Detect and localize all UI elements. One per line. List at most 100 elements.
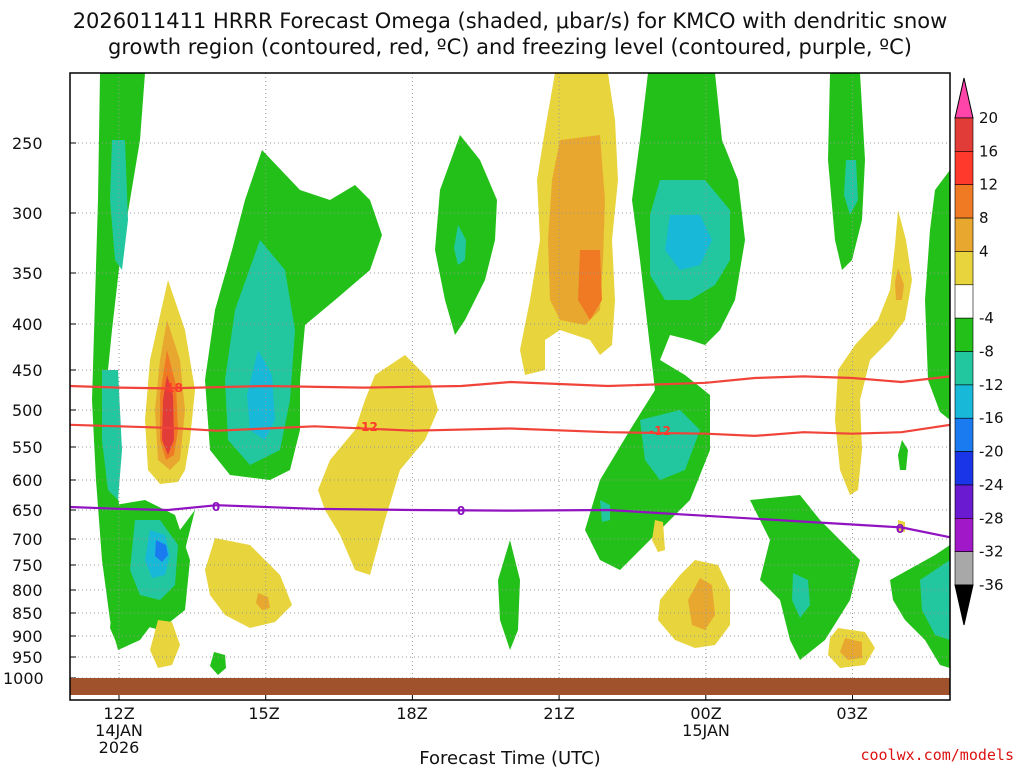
colorbar: 20 16 12 8 4 -4 -8 -12 -16 -20 -24 -28 -32 -36 [954, 77, 1004, 626]
freezing-level-label: 0 [212, 500, 220, 514]
freezing-level-label-b: 0 [457, 504, 465, 518]
omega-shading [92, 73, 950, 675]
y-tick-label: 800 [12, 581, 43, 600]
colorbar-swatch [954, 417, 974, 452]
colorbar-swatch [954, 184, 974, 219]
omega-region [102, 370, 122, 500]
isotherm-label-minus12: -12 [356, 420, 378, 434]
x-tick-label: 21Z [543, 704, 574, 723]
x-tick-label: 03Z [836, 704, 867, 723]
colorbar-label: -36 [979, 576, 1004, 594]
omega-region [498, 540, 520, 650]
omega-region [688, 578, 715, 630]
colorbar-swatch [954, 484, 974, 519]
grid-lines [70, 73, 950, 700]
omega-region [150, 620, 180, 668]
colorbar-swatch [954, 451, 974, 486]
omega-region [840, 638, 862, 660]
y-tick-label: 300 [12, 204, 43, 223]
omega-region [920, 560, 950, 640]
colorbar-label: 8 [979, 209, 989, 227]
y-tick-label: 650 [12, 501, 43, 520]
y-axis: 250 300 350 400 450 500 550 600 650 700 … [3, 134, 44, 688]
omega-region [435, 135, 497, 335]
colorbar-label: 20 [979, 109, 998, 127]
colorbar-label: 16 [979, 142, 998, 160]
colorbar-swatch [954, 384, 974, 419]
omega-region [898, 440, 908, 470]
y-tick-label: 950 [12, 648, 43, 667]
colorbar-label: -24 [979, 476, 1004, 494]
omega-region [578, 250, 602, 320]
omega-region [256, 593, 270, 610]
omega-region [925, 170, 950, 420]
omega-region [898, 520, 905, 532]
y-tick-label: 750 [12, 556, 43, 575]
isotherm-minus18-line [70, 375, 951, 390]
omega-region [665, 215, 712, 270]
colorbar-swatch [954, 117, 974, 152]
omega-region [225, 240, 295, 465]
x-tick-label: 00Z [690, 704, 721, 723]
x-tick-sublabel: 2026 [99, 738, 140, 757]
chart-title-line-1: 2026011411 HRRR Forecast Omega (shaded, … [73, 9, 948, 33]
y-tick-label: 450 [12, 361, 43, 380]
colorbar-swatch [954, 151, 974, 186]
omega-region [162, 375, 174, 455]
y-tick-label: 600 [12, 471, 43, 490]
omega-region [640, 410, 700, 480]
isotherm-minus12-line [70, 423, 951, 438]
y-tick-label: 500 [12, 401, 43, 420]
omega-region [205, 538, 292, 628]
freezing-level-label-c: 0 [896, 522, 904, 536]
omega-region [247, 350, 275, 440]
contour-lines [70, 375, 951, 539]
y-tick-label: 900 [12, 627, 43, 646]
x-tick-label: 12Z [103, 704, 134, 723]
x-tick-label: 18Z [396, 704, 427, 723]
colorbar-swatch [954, 351, 974, 386]
chart-title-line-2: growth region (contoured, red, ºC) and f… [108, 35, 912, 59]
y-tick-label: 850 [12, 604, 43, 623]
colorbar-label: 12 [979, 176, 998, 194]
omega-region [895, 268, 904, 300]
colorbar-label: -4 [979, 309, 994, 327]
colorbar-label: -20 [979, 443, 1004, 461]
omega-region [155, 540, 168, 562]
omega-region [844, 160, 858, 215]
x-tick-sublabel: 14JAN [95, 721, 143, 740]
omega-region [652, 520, 665, 552]
y-tick-label: 250 [12, 134, 43, 153]
omega-region [792, 573, 810, 618]
y-tick-label: 350 [12, 264, 43, 283]
x-axis: 12Z 14JAN 2026 15Z 18Z 21Z 00Z 15JAN 03Z [95, 704, 868, 757]
colorbar-swatch [954, 251, 974, 286]
y-tick-label: 400 [12, 315, 43, 334]
y-tick-label: 700 [12, 530, 43, 549]
colorbar-swatch [954, 518, 974, 552]
omega-region [318, 355, 438, 575]
ground-layer [70, 678, 950, 695]
colorbar-label: -32 [979, 543, 1004, 561]
y-tick-label: 550 [12, 438, 43, 457]
isotherm-label-minus12-b: -12 [649, 424, 671, 438]
x-tick-sublabel: 15JAN [682, 721, 730, 740]
colorbar-label: -12 [979, 376, 1004, 394]
omega-region [835, 210, 912, 495]
colorbar-bottom-arrow [954, 584, 974, 626]
x-tick-label: 15Z [248, 704, 279, 723]
y-tick-label: 1000 [3, 669, 44, 688]
omega-region [750, 495, 860, 660]
colorbar-label: -8 [979, 343, 994, 361]
omega-region [454, 225, 466, 265]
colorbar-swatch [954, 284, 974, 319]
colorbar-swatch [954, 217, 974, 252]
omega-region [210, 652, 226, 675]
colorbar-swatch [954, 317, 974, 352]
x-axis-title: Forecast Time (UTC) [419, 748, 600, 768]
colorbar-label: 4 [979, 242, 989, 260]
colorbar-label: -28 [979, 509, 1004, 527]
isotherm-label-minus18: -18 [161, 381, 183, 395]
colorbar-swatch [954, 551, 974, 586]
